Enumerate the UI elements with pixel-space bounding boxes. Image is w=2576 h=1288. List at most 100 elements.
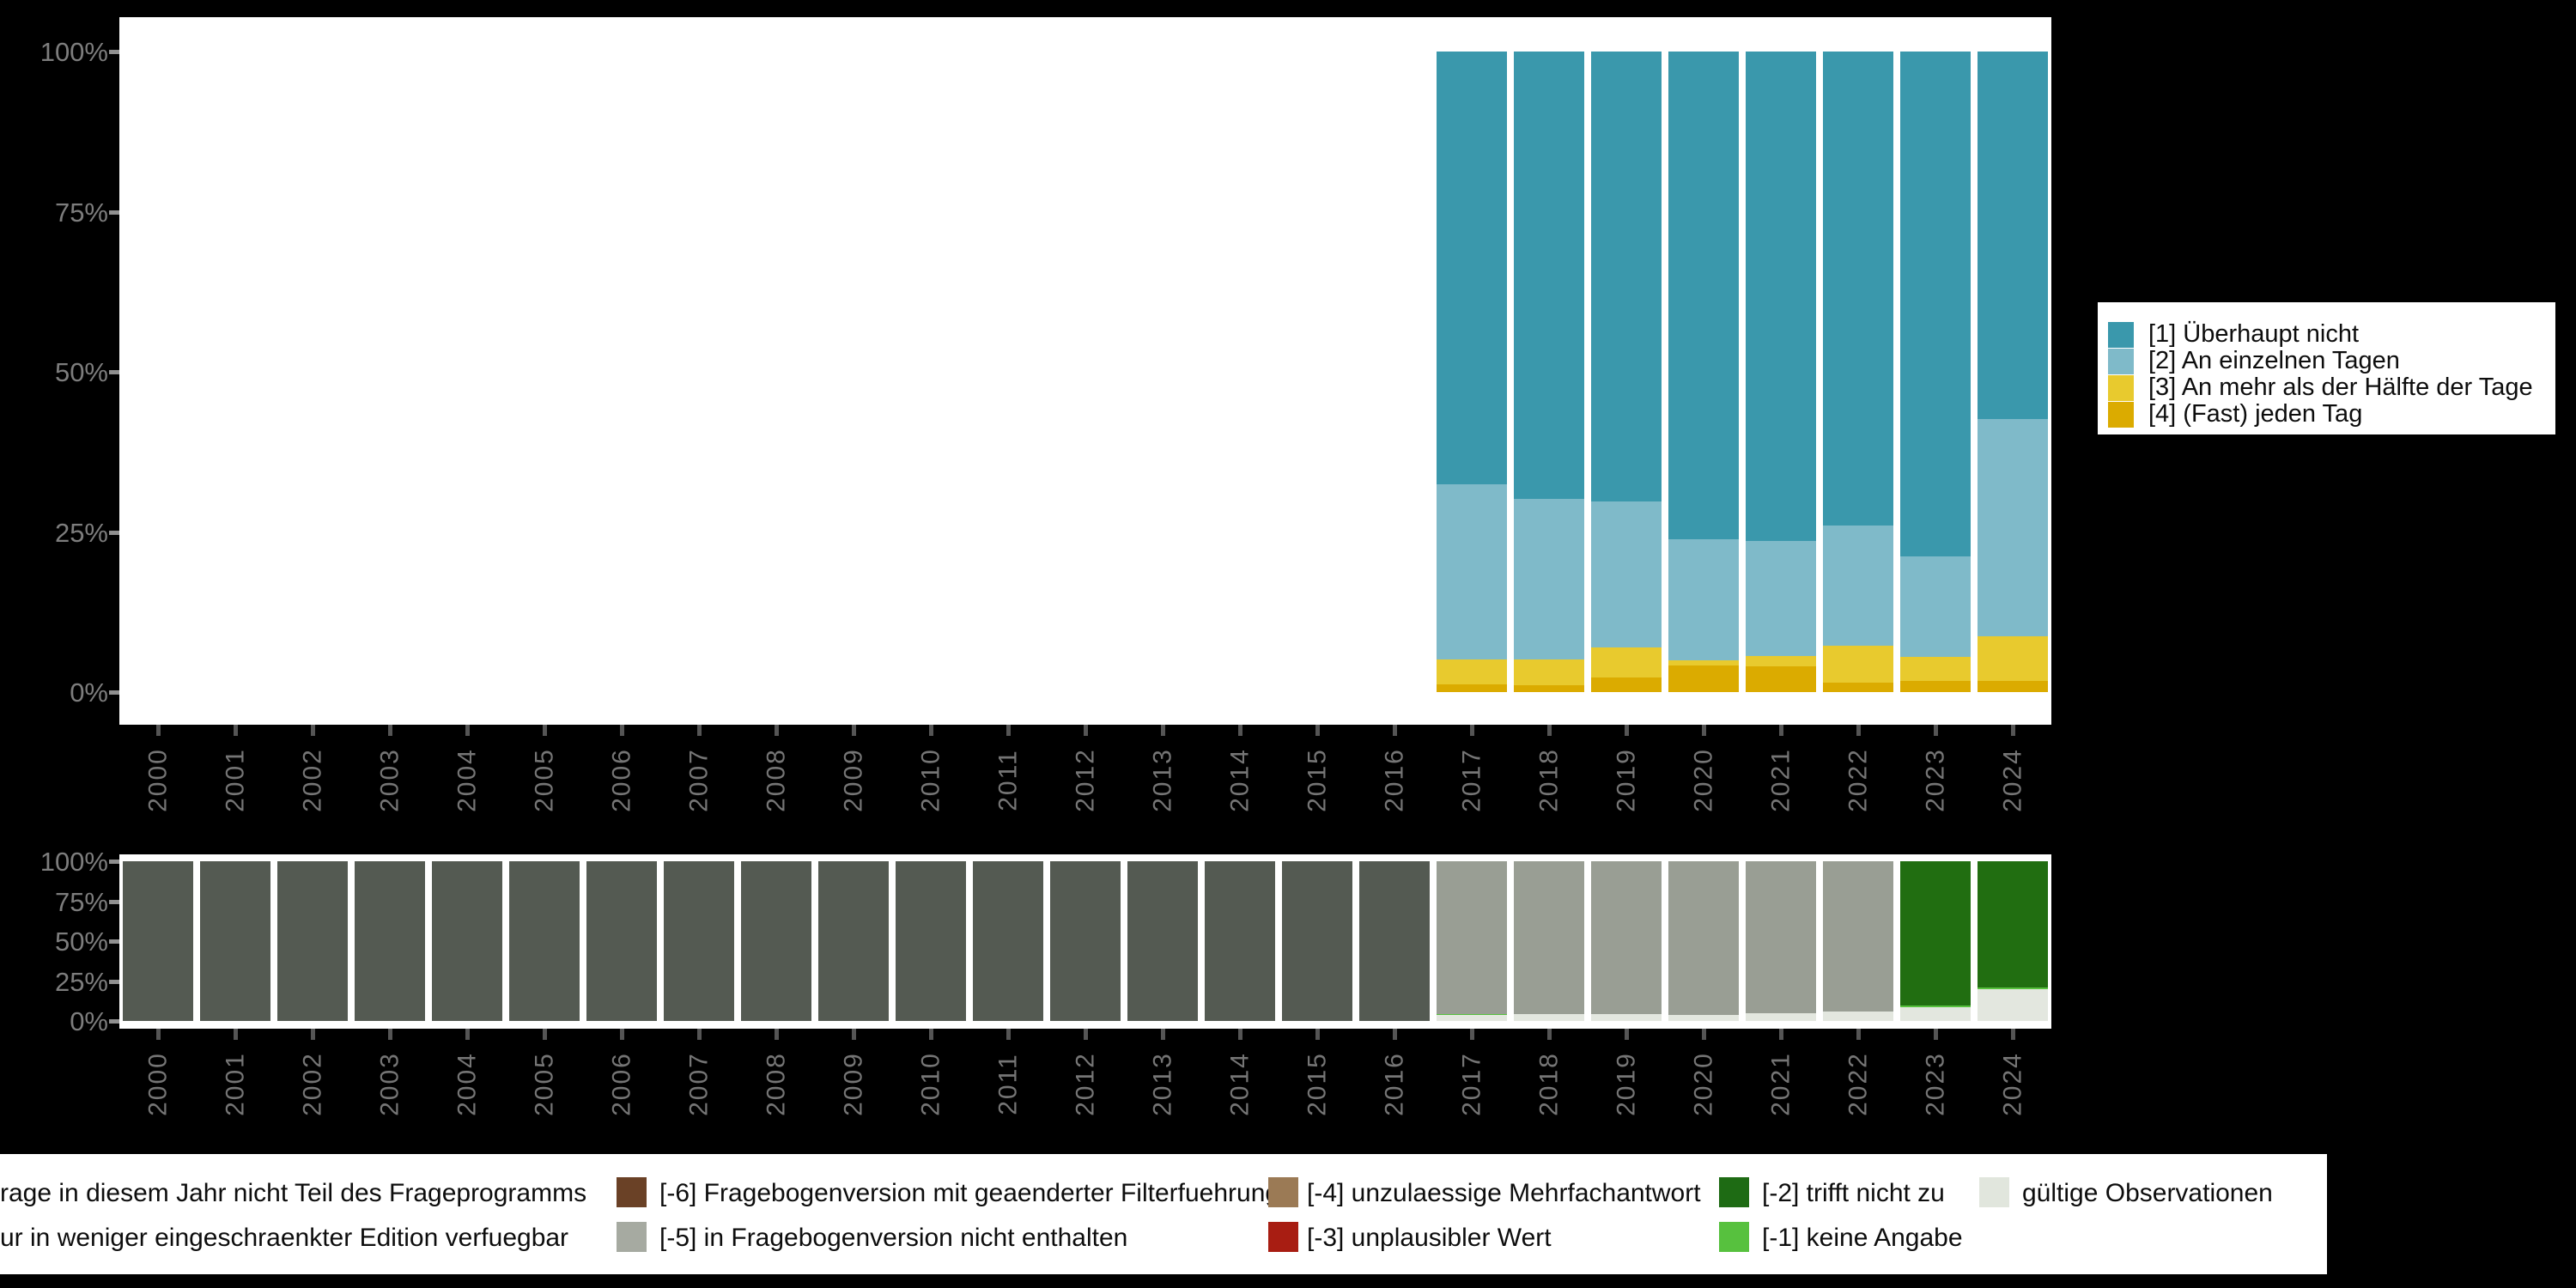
- bar-segment: [1900, 656, 1971, 682]
- legend-row: [1] Überhaupt nicht: [2108, 321, 2555, 348]
- x-axis-label-year: 2014: [1225, 1052, 1255, 1116]
- x-axis-tick: [620, 725, 624, 736]
- x-axis-tick: [929, 725, 933, 736]
- y-axis-label: 25%: [54, 966, 108, 997]
- x-axis-tick: [1547, 1029, 1552, 1040]
- x-axis-tick: [311, 1029, 315, 1040]
- x-axis-label-year: 2006: [607, 1052, 636, 1116]
- x-axis-label-year: 2018: [1534, 1052, 1564, 1116]
- x-axis-tick: [620, 1029, 624, 1040]
- legend-swatch: [2108, 401, 2134, 428]
- bar-segment: [1978, 419, 2048, 637]
- x-axis-label-year: 2011: [993, 749, 1023, 811]
- bar-segment: [896, 861, 966, 1021]
- x-axis-label-year: 2017: [1457, 1052, 1486, 1116]
- bar-segment: [1514, 498, 1584, 659]
- x-axis-label-year: 2010: [916, 1052, 945, 1116]
- x-axis-tick: [1393, 725, 1397, 736]
- bar-segment: [1668, 659, 1739, 665]
- x-axis-label-year: 2015: [1303, 748, 1332, 812]
- x-axis-tick: [1934, 1029, 1938, 1040]
- bar-segment: [664, 861, 734, 1021]
- legend-label: [1] Überhaupt nicht: [2148, 320, 2360, 348]
- x-axis-label-year: 2022: [1844, 748, 1873, 812]
- y-axis-tick: [109, 899, 119, 904]
- x-axis-tick: [775, 725, 779, 736]
- x-axis-tick: [1238, 725, 1242, 736]
- y-axis-label: 50%: [54, 357, 108, 387]
- x-axis-label-year: 2012: [1071, 748, 1100, 812]
- bar-segment: [586, 861, 657, 1021]
- x-axis-tick: [1856, 1029, 1861, 1040]
- bar-segment: [1437, 659, 1507, 685]
- x-axis-label-year: 2001: [221, 748, 250, 812]
- x-axis-tick: [1702, 1029, 1706, 1040]
- x-axis-tick: [697, 1029, 702, 1040]
- y-axis-label: 0%: [70, 677, 108, 708]
- bar-segment: [200, 861, 270, 1021]
- legend-swatch: [1719, 1222, 1749, 1252]
- bar-segment: [1437, 484, 1507, 659]
- bar-segment: [509, 861, 580, 1021]
- legend-label: [2] An einzelnen Tagen: [2148, 347, 2400, 374]
- x-axis-label-year: 2021: [1766, 748, 1795, 812]
- legend-label: [4] (Fast) jeden Tag: [2148, 400, 2363, 428]
- x-axis-label-year: 2011: [993, 1053, 1023, 1115]
- legend-swatch: [617, 1177, 647, 1207]
- legend-row: [2] An einzelnen Tagen: [2108, 348, 2555, 374]
- x-axis-label-year: 2020: [1689, 1052, 1718, 1116]
- legend-label: [-5] in Fragebogenversion nicht enthalte…: [659, 1224, 1128, 1252]
- x-axis-tick: [1084, 1029, 1088, 1040]
- legend-label: [-2] trifft nicht zu: [1762, 1179, 1945, 1207]
- y-axis-label: 75%: [54, 886, 108, 917]
- x-axis-label-year: 2019: [1612, 748, 1641, 812]
- y-axis-tick: [109, 530, 119, 535]
- x-axis-label-year: 2004: [453, 748, 482, 812]
- y-axis-tick: [109, 210, 119, 215]
- legend-row: [4] (Fast) jeden Tag: [2108, 401, 2555, 428]
- x-axis-tick: [852, 1029, 856, 1040]
- bar-segment: [1900, 1005, 1971, 1008]
- bar-segment: [1359, 861, 1430, 1021]
- x-axis-label-year: 2017: [1457, 748, 1486, 812]
- bar-segment: [1514, 52, 1584, 499]
- y-axis-tick: [109, 370, 119, 374]
- legend-label: [-3] unplausibler Wert: [1307, 1224, 1552, 1252]
- bar-segment: [1823, 861, 1893, 1012]
- bar-segment: [432, 861, 502, 1021]
- x-axis-label-year: 2013: [1148, 1052, 1177, 1116]
- legend-row: [3] An mehr als der Hälfte der Tage: [2108, 374, 2555, 401]
- x-axis-tick: [697, 725, 702, 736]
- bar-segment: [1437, 1013, 1507, 1016]
- x-axis-tick: [1856, 725, 1861, 736]
- bar-segment: [973, 861, 1043, 1021]
- x-axis-label-year: 2010: [916, 748, 945, 812]
- x-axis-tick: [1006, 725, 1011, 736]
- x-axis-tick: [1702, 725, 1706, 736]
- x-axis-tick: [1470, 725, 1474, 736]
- bar-segment: [1746, 540, 1816, 657]
- bar-segment: [1437, 1015, 1507, 1021]
- x-axis-label-year: 2006: [607, 748, 636, 812]
- x-axis-label-year: 2005: [530, 748, 559, 812]
- bar-segment: [1900, 52, 1971, 556]
- x-axis-label-year: 2009: [839, 748, 868, 812]
- x-axis-label-year: 2001: [221, 1052, 250, 1116]
- bar-segment: [1900, 1007, 1971, 1021]
- x-axis-label-year: 2002: [298, 1052, 327, 1116]
- y-axis-label: 50%: [54, 927, 108, 957]
- legend-label: rage in diesem Jahr nicht Teil des Frage…: [0, 1179, 587, 1207]
- y-axis-tick: [109, 1019, 119, 1024]
- bar-segment: [1591, 1013, 1662, 1021]
- legend-label: [3] An mehr als der Hälfte der Tage: [2148, 374, 2533, 401]
- x-axis-label-year: 2004: [453, 1052, 482, 1116]
- legend-swatch: [1268, 1222, 1298, 1252]
- bar-segment: [1978, 987, 2048, 990]
- x-axis-tick: [1161, 725, 1165, 736]
- bar-segment: [123, 861, 193, 1021]
- bar-segment: [1050, 861, 1121, 1021]
- x-axis-tick: [775, 1029, 779, 1040]
- x-axis-label-year: 2005: [530, 1052, 559, 1116]
- y-axis-label: 100%: [39, 37, 108, 67]
- bar-segment: [1591, 501, 1662, 647]
